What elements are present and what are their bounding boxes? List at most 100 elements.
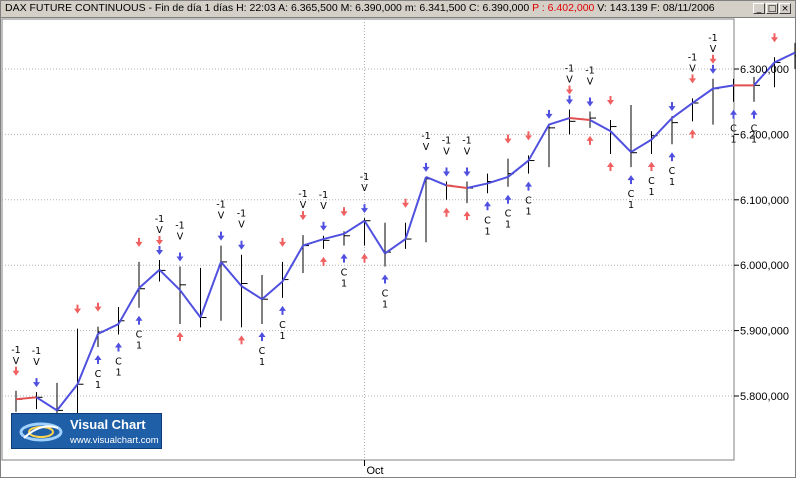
grid	[1, 18, 735, 461]
header-low: m: 6.341,500	[404, 2, 467, 14]
price-line-segment	[712, 84, 734, 90]
sell-signal-label: V	[156, 225, 163, 236]
sell-arrow-red	[340, 207, 348, 217]
sell-signal-label: V	[33, 357, 40, 368]
y-tick-label: 5.800,000	[740, 391, 789, 403]
up-arrow-red	[607, 162, 614, 172]
sell-signal-qty: -1	[155, 214, 164, 225]
price-line-segment	[138, 269, 161, 289]
sell-arrow-red	[156, 235, 163, 245]
buy-signal-qty: 1	[115, 368, 121, 379]
buy-arrow	[94, 354, 102, 364]
buy-arrow	[258, 332, 266, 342]
buy-arrow	[381, 274, 389, 284]
price-line-segment	[343, 219, 366, 235]
sell-arrow	[586, 97, 594, 107]
sell-arrow	[176, 252, 184, 262]
header-time: H: 22:03	[236, 2, 276, 14]
sell-arrow	[217, 231, 225, 241]
sell-signal-label: V	[423, 142, 430, 153]
sell-signal-label: V	[238, 220, 245, 231]
y-tick-label: 5.900,000	[740, 326, 789, 338]
sell-signal-qty: -1	[708, 33, 717, 44]
buy-signal-qty: 1	[525, 207, 531, 218]
sell-signal-qty: -1	[585, 66, 594, 77]
buy-signal-qty: 1	[382, 300, 388, 311]
sell-signal-qty: -1	[32, 346, 41, 357]
price-line-segment	[774, 51, 796, 64]
maximize-button[interactable]: □	[766, 3, 778, 14]
sell-signal-qty: -1	[11, 345, 20, 356]
sell-arrow-red	[607, 96, 614, 106]
close-button[interactable]: ×	[779, 3, 791, 14]
price-line-segment	[302, 238, 324, 247]
buy-signal-label: C	[259, 346, 266, 357]
price-line-segment	[97, 323, 119, 335]
price-line-segment	[261, 280, 284, 300]
buy-signal-label: C	[730, 124, 737, 135]
buy-signal-qty: 1	[341, 279, 347, 290]
up-arrow-red	[463, 211, 471, 221]
up-arrow-red	[320, 256, 327, 266]
buy-signal-qty: 1	[730, 135, 736, 146]
buy-signal-label: C	[525, 196, 532, 207]
sell-arrow	[545, 109, 553, 119]
buy-arrow	[135, 315, 143, 325]
buy-signal-qty: 1	[669, 177, 675, 188]
up-arrow-red	[443, 207, 450, 217]
buy-signal-label: C	[115, 357, 122, 368]
price-line-segment	[446, 184, 468, 190]
sell-arrow-red	[709, 54, 717, 64]
buy-arrow	[730, 109, 737, 119]
minimize-button[interactable]: _	[753, 3, 765, 14]
sell-arrow-red	[504, 134, 512, 144]
buy-signal-label: C	[382, 289, 389, 300]
price-line-segment	[56, 383, 79, 412]
price-line-segment	[158, 269, 181, 291]
sell-arrow-red	[566, 85, 573, 95]
buy-signal-label: C	[341, 268, 348, 279]
up-arrow-red	[689, 129, 696, 139]
sell-arrow-red	[689, 74, 696, 84]
price-line-segment	[466, 182, 488, 190]
buy-arrow	[627, 175, 635, 185]
header-price: P : 6.402,000	[532, 2, 595, 14]
price-line-segment	[425, 175, 447, 187]
sell-arrow-red	[279, 237, 286, 247]
sell-arrow-red	[135, 237, 143, 247]
sell-signal-qty: -1	[565, 64, 574, 75]
sell-signal-qty: -1	[216, 200, 225, 211]
buy-arrow	[340, 253, 348, 263]
sell-signal-label: V	[566, 75, 573, 86]
buy-arrow	[484, 201, 491, 211]
buy-signal-qty: 1	[484, 226, 490, 237]
price-line-segment	[507, 159, 530, 178]
plot-frame	[1, 18, 735, 461]
visual-chart-logo[interactable]: Visual Chart www.visualchart.com	[11, 413, 162, 449]
price-line-segment	[753, 61, 776, 87]
price-line-segment	[363, 220, 386, 254]
sell-arrow-red	[525, 131, 532, 141]
price-line-segment	[609, 130, 632, 153]
sell-signal-label: V	[464, 146, 471, 157]
sell-signal-qty: -1	[688, 52, 697, 63]
price-line-segment	[527, 124, 550, 162]
buy-signal-label: C	[279, 320, 286, 331]
sell-signal-label: V	[218, 211, 225, 222]
sell-arrow	[238, 240, 245, 250]
sell-signal-label: V	[177, 232, 184, 243]
price-line-segment	[548, 117, 570, 126]
buy-signal-qty: 1	[628, 200, 634, 211]
price-line-segment	[15, 396, 37, 401]
buy-arrow	[115, 342, 122, 352]
price-line-segment	[281, 245, 304, 283]
sell-arrow-red	[74, 304, 81, 314]
sell-signal-label: V	[587, 77, 594, 88]
buy-arrow	[525, 181, 532, 191]
buy-signal-qty: 1	[505, 220, 511, 231]
up-arrow-red	[648, 162, 655, 172]
sell-arrow	[156, 245, 163, 255]
sell-arrow	[709, 64, 717, 74]
